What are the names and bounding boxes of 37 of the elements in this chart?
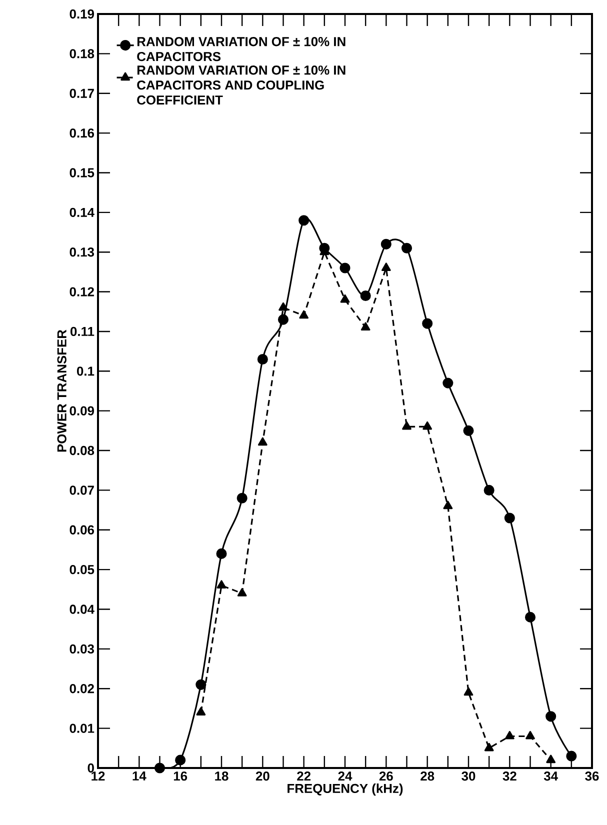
y-tick-label: 0.13 xyxy=(70,248,94,257)
x-tick-label: 20 xyxy=(256,772,270,781)
x-tick-label: 12 xyxy=(92,772,105,781)
y-axis-title: POWER TRANSFER xyxy=(57,330,66,452)
x-tick-label: 24 xyxy=(338,772,352,781)
y-tick-label: 0.06 xyxy=(70,525,94,534)
y-tick-label: 0.02 xyxy=(70,684,94,694)
y-tick-label: 0.19 xyxy=(70,9,94,19)
y-tick-label: 0.07 xyxy=(70,486,94,495)
x-tick-label: 16 xyxy=(174,772,188,781)
legend-label: RANDOM VARIATION OF ± 10% IN CAPACITORS AND COUPLING COEFFICIENT xyxy=(137,66,346,105)
y-tick-label: 0.05 xyxy=(70,564,94,574)
x-tick-label: 22 xyxy=(297,772,311,781)
y-tick-label: 0.1 xyxy=(76,366,94,376)
y-tick-label: 0.03 xyxy=(70,644,94,654)
x-axis-title: FREQUENCY (kHz) xyxy=(288,784,403,796)
y-tick-label: 0.12 xyxy=(70,287,94,296)
y-tick-label: 0.04 xyxy=(70,604,94,614)
y-tick-label: 0.08 xyxy=(70,446,94,456)
x-tick-label: 34 xyxy=(544,772,558,781)
y-tick-label: 0.09 xyxy=(70,406,94,416)
y-tick-label: 0.14 xyxy=(70,208,94,217)
y-tick-label: 0.16 xyxy=(70,128,94,138)
legend-label: RANDOM VARIATION OF ± 10% IN CAPACITORS xyxy=(137,37,346,62)
x-tick-label: 36 xyxy=(585,772,599,781)
x-tick-label: 30 xyxy=(462,772,476,781)
y-tick-label: 0.01 xyxy=(70,724,94,733)
y-tick-label: 0.18 xyxy=(70,49,94,58)
x-tick-label: 14 xyxy=(132,772,146,780)
y-tick-label: 0.15 xyxy=(70,168,94,178)
x-tick-label: 18 xyxy=(215,772,228,781)
x-tick-label: 28 xyxy=(420,772,434,781)
x-tick-label: 26 xyxy=(379,772,393,781)
y-tick-label: 0 xyxy=(88,763,94,773)
y-tick-label: 0.11 xyxy=(70,326,94,336)
y-tick-label: 0.17 xyxy=(70,88,94,98)
x-tick-label: 32 xyxy=(502,772,516,781)
